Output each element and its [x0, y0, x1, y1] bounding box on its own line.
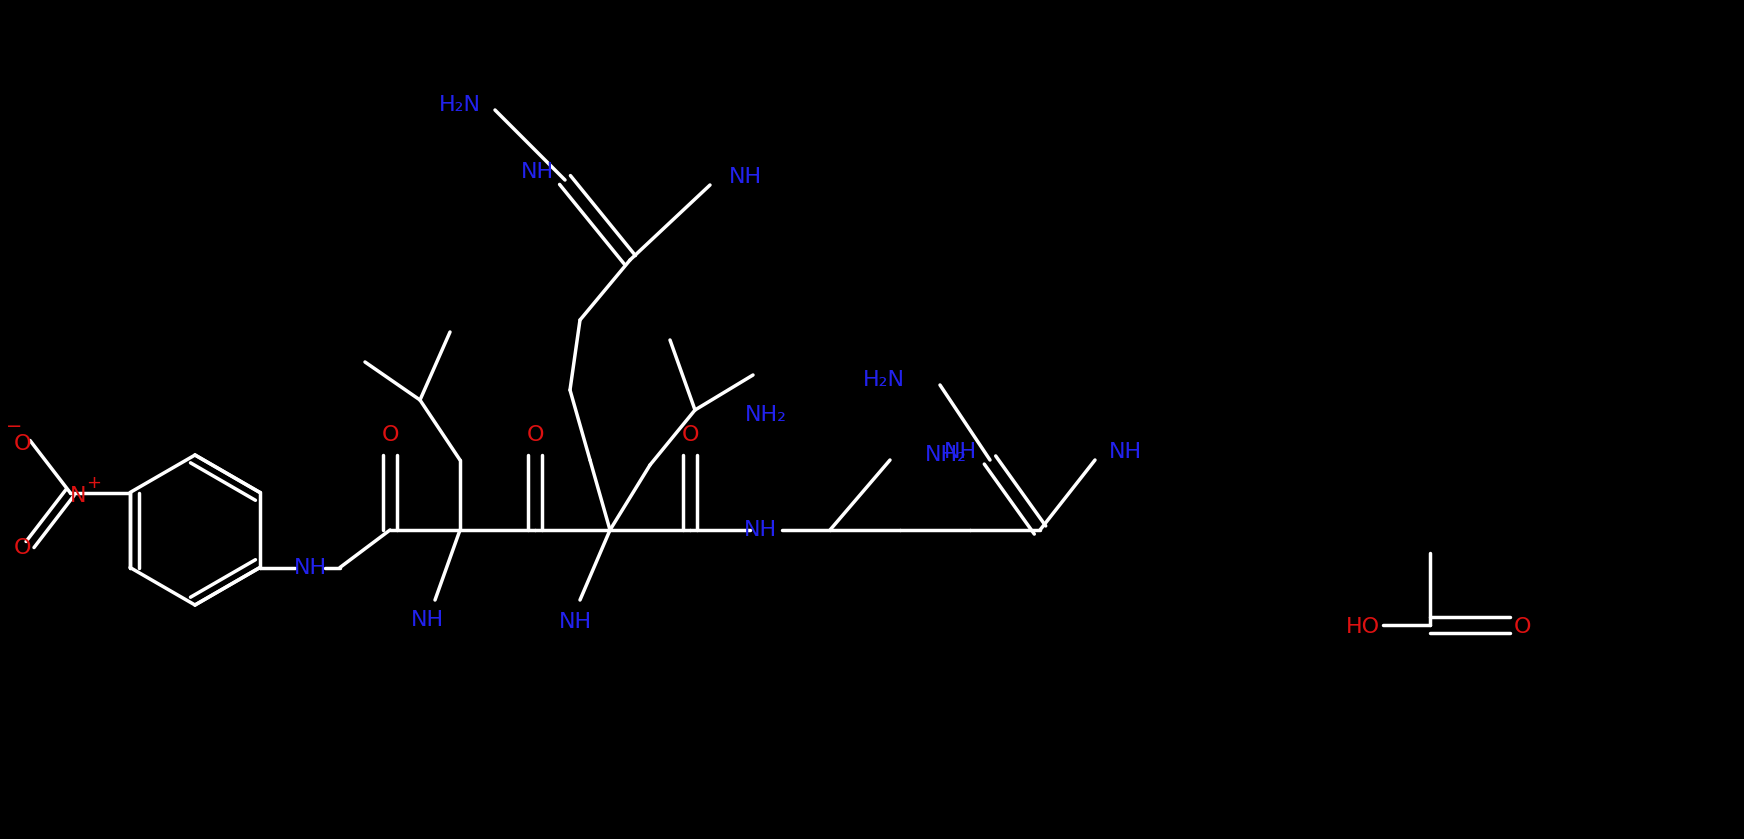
- Text: NH: NH: [944, 442, 977, 462]
- Text: NH₂: NH₂: [745, 405, 787, 425]
- Text: O: O: [527, 425, 544, 445]
- Text: NH₂: NH₂: [924, 445, 966, 465]
- Text: NH: NH: [293, 557, 326, 577]
- Text: HO: HO: [1346, 617, 1380, 637]
- Text: NH: NH: [410, 610, 443, 630]
- Text: O: O: [682, 425, 699, 445]
- Text: NH: NH: [520, 162, 553, 182]
- Text: H₂N: H₂N: [863, 370, 905, 390]
- Text: N: N: [70, 487, 85, 507]
- Text: NH: NH: [558, 612, 591, 632]
- Text: −: −: [5, 417, 23, 436]
- Text: NH: NH: [729, 167, 762, 187]
- Text: NH: NH: [743, 520, 776, 540]
- Text: O: O: [14, 539, 31, 559]
- Text: NH: NH: [1109, 442, 1142, 462]
- Text: O: O: [1514, 617, 1531, 637]
- Text: +: +: [87, 473, 101, 492]
- Text: O: O: [382, 425, 399, 445]
- Text: H₂N: H₂N: [439, 95, 481, 115]
- Text: O: O: [14, 435, 31, 455]
